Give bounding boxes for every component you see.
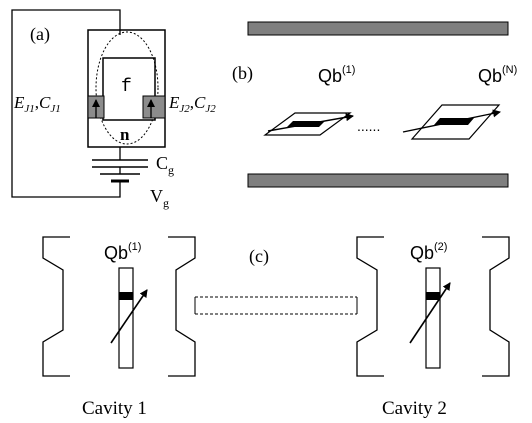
capacitor-plate-bottom xyxy=(247,173,509,188)
cavity-1-qubit-label: Qb(1) xyxy=(104,241,141,263)
junction-left-label: EJ1,CJ1 xyxy=(13,93,61,115)
circuit-wire-loop xyxy=(11,9,121,198)
cavity-2-caption: Cavity 2 xyxy=(382,398,447,419)
cavity-2-qubit-junction xyxy=(426,292,440,300)
ellipsis: ...... xyxy=(357,118,380,134)
node-label: n xyxy=(120,125,130,144)
cavity-1-qubit-arrow xyxy=(110,289,148,344)
cavity-2-qubit-arrow xyxy=(409,282,451,344)
cavity-1-left-mirror xyxy=(42,236,70,377)
panel-a-label: (a) xyxy=(30,24,50,45)
cavity-2-qubit-strip xyxy=(425,267,441,369)
fiber-link xyxy=(194,296,358,315)
panel-b-label: (b) xyxy=(232,63,253,84)
set-outer-box xyxy=(87,29,166,148)
gate-capacitance-label: Cg xyxy=(156,153,174,177)
panel-b: (b) Qb(1) Qb(N) ...... xyxy=(232,21,517,188)
junction-right-label: EJ2,CJ2 xyxy=(168,93,216,115)
qubit-first-label: Qb(1) xyxy=(318,64,355,86)
gate-voltage-label: Vg xyxy=(150,186,169,210)
cavity-1-caption: Cavity 1 xyxy=(82,398,147,419)
panel-c: (c) Qb(1) Qb(2) Cavity 1 Cavity 2 xyxy=(42,236,510,419)
panel-a: (a) f n EJ1,CJ1 EJ2,CJ2 Cg Vg xyxy=(11,9,216,210)
flux-loop-ellipse xyxy=(95,31,159,145)
cavity-2-left-mirror xyxy=(356,236,384,377)
panel-c-label: (c) xyxy=(249,246,269,267)
capacitor-plate-top xyxy=(247,21,509,36)
cavity-1-qubit-junction xyxy=(119,292,133,300)
qubit-last-spin-arrow xyxy=(402,109,501,133)
island-label: f xyxy=(121,77,132,97)
cavity-1-right-mirror xyxy=(168,236,196,377)
cavity-2-right-mirror xyxy=(482,236,510,377)
qubit-last-label: Qb(N) xyxy=(478,64,517,86)
cavity-2-qubit-label: Qb(2) xyxy=(410,241,447,263)
qubit-first-spin-arrow xyxy=(267,113,354,132)
junction-right xyxy=(142,95,166,119)
cavity-1-qubit-strip xyxy=(118,267,134,369)
